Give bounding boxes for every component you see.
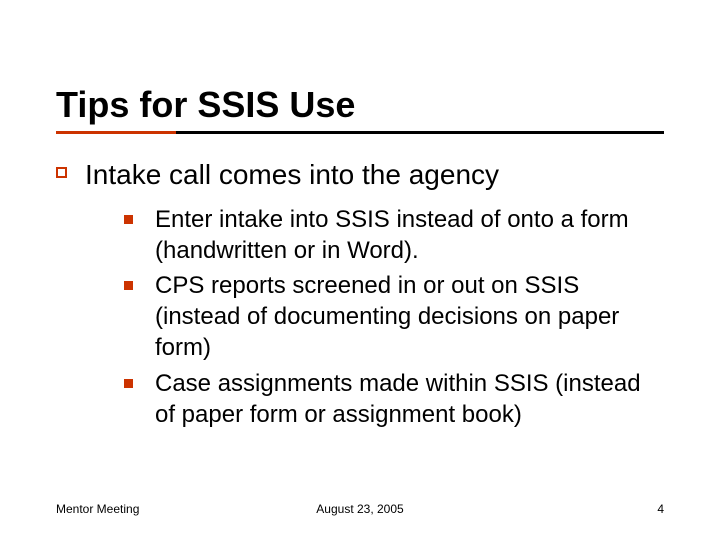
square-filled-icon xyxy=(124,215,133,224)
underline-accent xyxy=(56,131,176,134)
footer-page-number: 4 xyxy=(657,502,664,516)
footer-center: August 23, 2005 xyxy=(316,502,403,516)
bullet-level2: CPS reports screened in or out on SSIS (… xyxy=(124,270,664,364)
square-outline-icon xyxy=(56,167,67,178)
level2-text: CPS reports screened in or out on SSIS (… xyxy=(155,270,664,364)
footer-left: Mentor Meeting xyxy=(56,502,139,516)
bullet-level2: Enter intake into SSIS instead of onto a… xyxy=(124,204,664,266)
bullet-level2: Case assignments made within SSIS (inste… xyxy=(124,368,664,430)
bullet-level1: Intake call comes into the agency xyxy=(56,157,664,192)
level2-list: Enter intake into SSIS instead of onto a… xyxy=(56,204,664,430)
slide: Tips for SSIS Use Intake call comes into… xyxy=(0,0,720,540)
square-filled-icon xyxy=(124,281,133,290)
level2-text: Case assignments made within SSIS (inste… xyxy=(155,368,664,430)
level1-text: Intake call comes into the agency xyxy=(85,157,499,192)
square-filled-icon xyxy=(124,379,133,388)
slide-footer: Mentor Meeting August 23, 2005 4 xyxy=(56,502,664,516)
content-area: Intake call comes into the agency Enter … xyxy=(0,135,720,430)
title-underline xyxy=(56,131,664,135)
slide-title: Tips for SSIS Use xyxy=(56,85,664,125)
level2-text: Enter intake into SSIS instead of onto a… xyxy=(155,204,664,266)
title-block: Tips for SSIS Use xyxy=(0,0,720,135)
